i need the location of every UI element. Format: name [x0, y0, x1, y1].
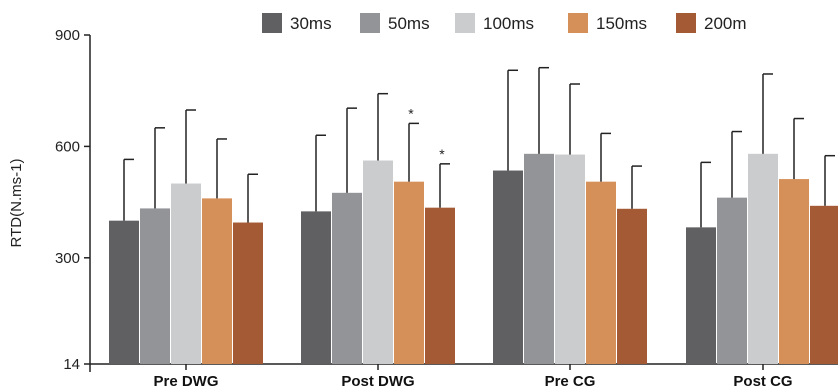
bar-pre-cg-150ms [586, 181, 616, 364]
legend-swatch [568, 13, 588, 33]
significance-marker: * [408, 105, 414, 121]
y-tick-label: 300 [55, 250, 80, 267]
bar-pre-cg-100ms [555, 154, 585, 364]
x-tick-label-post-dwg: Post DWG [341, 373, 414, 390]
bar-pre-cg-200m [617, 208, 647, 364]
x-tick-label-post-cg: Post CG [733, 373, 792, 390]
x-tick-label-pre-cg: Pre CG [545, 373, 596, 390]
legend-label: 100ms [483, 14, 534, 33]
bar-group-post-cg [686, 73, 838, 364]
bar-post-cg-50ms [717, 197, 747, 364]
bar-post-cg-200m [810, 205, 838, 364]
bar-post-dwg-50ms [332, 192, 362, 364]
legend-label: 200m [704, 14, 747, 33]
bar-group-pre-dwg [109, 109, 263, 364]
bar-post-cg-150ms [779, 179, 809, 364]
bar-post-dwg-200m [425, 207, 455, 364]
x-tick-label-pre-dwg: Pre DWG [153, 373, 218, 390]
bar-pre-dwg-150ms [202, 198, 232, 364]
bar-post-dwg-100ms [363, 160, 393, 364]
bar-post-cg-100ms [748, 153, 778, 364]
bar-group-pre-cg [493, 66, 647, 364]
legend-swatch [360, 13, 380, 33]
legend-item-50ms: 50ms [360, 13, 430, 33]
legend: 30ms 50ms 100ms 150ms 200m [262, 13, 747, 33]
x-axis: Pre DWG Post DWG Pre CG Post CG [90, 363, 838, 390]
legend-label: 150ms [596, 14, 647, 33]
legend-swatch [676, 13, 696, 33]
significance-marker: * [439, 146, 445, 162]
legend-item-200m: 200m [676, 13, 747, 33]
legend-swatch [262, 13, 282, 33]
bar-pre-dwg-30ms [109, 220, 139, 364]
y-tick-label: 14 [63, 356, 80, 373]
bar-pre-cg-50ms [524, 153, 554, 364]
y-tick-label: 600 [55, 138, 80, 155]
bar-pre-dwg-200m [233, 222, 263, 364]
legend-item-100ms: 100ms [455, 13, 534, 33]
legend-label: 30ms [290, 14, 332, 33]
y-axis: 14 300 600 900 [55, 27, 91, 373]
y-axis-title: RTD(N.ms-1) [8, 159, 25, 248]
bars-group: ** [109, 66, 838, 364]
bar-pre-dwg-100ms [171, 183, 201, 364]
bar-pre-dwg-50ms [140, 208, 170, 364]
bar-post-dwg-150ms [394, 181, 424, 364]
bar-pre-cg-30ms [493, 170, 523, 364]
y-tick-label: 900 [55, 27, 80, 44]
legend-label: 50ms [388, 14, 430, 33]
legend-item-150ms: 150ms [568, 13, 647, 33]
bar-post-cg-30ms [686, 227, 716, 364]
legend-swatch [455, 13, 475, 33]
legend-item-30ms: 30ms [262, 13, 332, 33]
bar-group-post-dwg: ** [301, 92, 455, 364]
bar-post-dwg-30ms [301, 211, 331, 364]
